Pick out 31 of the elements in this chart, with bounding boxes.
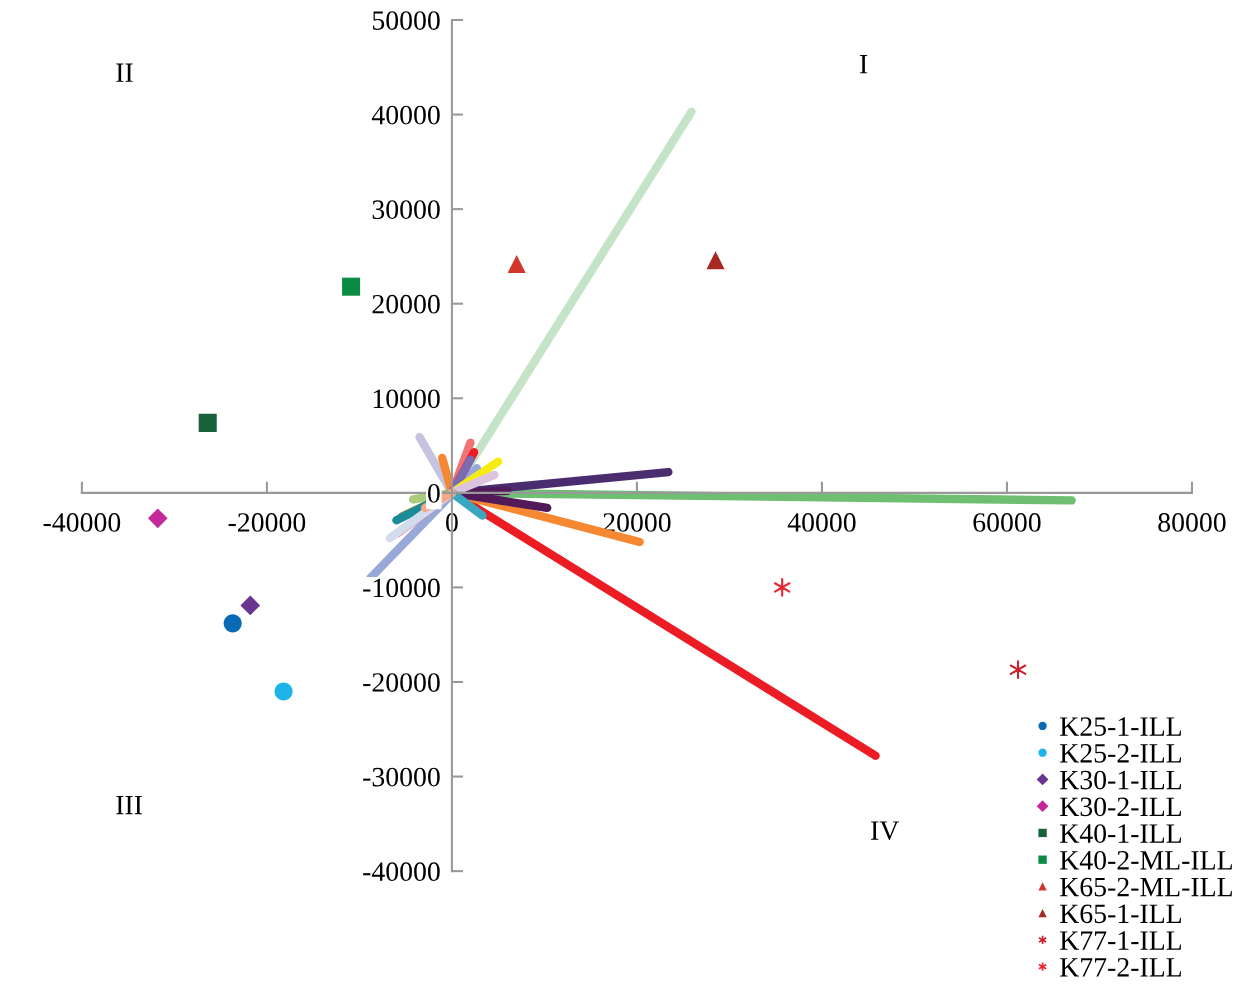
x-tick-label: 40000 xyxy=(787,513,856,532)
legend-label: K25-1-ILL xyxy=(1060,717,1181,736)
x-tick-label: 60000 xyxy=(973,513,1041,532)
x-tick-label: 20000 xyxy=(603,513,671,532)
legend-label: K40-1-ILL xyxy=(1060,824,1181,843)
y-tick-label: 10000 xyxy=(373,389,440,409)
y-tick-label: -20000 xyxy=(363,673,440,692)
legend-label: K30-1-ILL xyxy=(1060,770,1181,790)
x-tick-label: 80000 xyxy=(1158,513,1226,532)
y-tick-label: 0 xyxy=(427,484,440,503)
legend-label: K65-1-ILL xyxy=(1060,904,1181,924)
x-tick-label: -20000 xyxy=(228,513,306,532)
legend-label: K30-2-ILL xyxy=(1060,797,1181,817)
y-tick-label: -10000 xyxy=(363,578,440,598)
y-tick-label: -30000 xyxy=(363,767,440,787)
legend-label: K25-2-ILL xyxy=(1060,744,1181,763)
y-tick-label: 40000 xyxy=(371,105,440,125)
legend-label: K40-2-ML-ILL xyxy=(1060,850,1232,870)
annotation: II xyxy=(116,63,133,82)
legend-label: K65-2-ML-ILL xyxy=(1060,877,1232,897)
y-tick-label: 50000 xyxy=(372,11,440,30)
y-tick-label: 30000 xyxy=(372,200,440,220)
x-tick-label: -40000 xyxy=(43,513,121,532)
annotation: IV xyxy=(871,821,900,841)
annotation: III xyxy=(116,795,142,815)
legend-label: K77-1-ILL xyxy=(1060,931,1181,950)
legend-label: K77-2-ILL xyxy=(1060,958,1181,977)
y-tick-label: -40000 xyxy=(363,862,440,882)
annotation: I xyxy=(859,55,868,74)
y-tick-label: 20000 xyxy=(372,294,440,314)
x-tick-label: 0 xyxy=(446,513,458,532)
